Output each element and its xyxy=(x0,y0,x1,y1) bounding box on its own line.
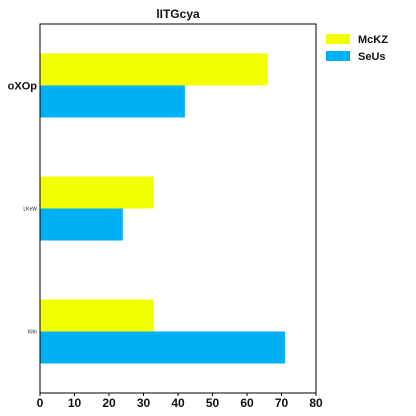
legend-label-McKZ: McKZ xyxy=(358,34,388,46)
x-axis-ticks: 0 10 20 30 40 50 60 70 80 xyxy=(37,393,323,410)
x-tick-label: 80 xyxy=(309,396,323,410)
category-label: Khh xyxy=(28,329,37,335)
bar-McKZ-Khh xyxy=(40,299,154,332)
bar-McKZ-LKeW xyxy=(40,176,154,209)
x-tick-label: 50 xyxy=(206,396,220,410)
legend-swatch-McKZ xyxy=(326,34,350,44)
y-axis-labels: oXOp LKeW Khh xyxy=(8,80,38,335)
category-label: LKeW xyxy=(23,206,37,212)
legend: McKZ SeUs xyxy=(326,34,388,63)
legend-swatch-SeUs xyxy=(326,51,350,61)
legend-label-SeUs: SeUs xyxy=(358,51,386,63)
x-tick-label: 60 xyxy=(240,396,254,410)
x-tick-label: 30 xyxy=(137,396,151,410)
bar-SeUs-oXOp xyxy=(40,85,185,118)
x-tick-label: 20 xyxy=(102,396,116,410)
x-tick-label: 40 xyxy=(171,396,185,410)
category-label: oXOp xyxy=(8,80,38,92)
bar-SeUs-Khh xyxy=(40,331,285,364)
x-tick-label: 10 xyxy=(68,396,82,410)
chart-title: lITGcya xyxy=(156,7,200,21)
x-tick-label: 0 xyxy=(37,396,44,410)
bar-McKZ-oXOp xyxy=(40,53,268,86)
bars-group xyxy=(40,53,285,364)
bar-SeUs-LKeW xyxy=(40,208,123,241)
x-tick-label: 70 xyxy=(275,396,289,410)
